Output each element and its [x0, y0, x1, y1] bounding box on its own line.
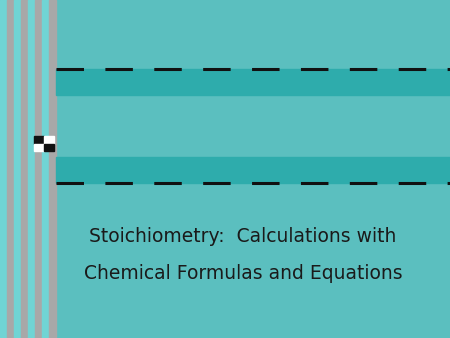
Bar	[34, 136, 44, 144]
Bar	[28, 0, 35, 338]
Text: Stoichiometry:  Calculations with: Stoichiometry: Calculations with	[89, 227, 397, 246]
Bar	[14, 0, 21, 338]
Bar	[56, 157, 450, 183]
Bar	[7, 0, 14, 338]
Bar	[42, 0, 49, 338]
Bar	[49, 0, 56, 338]
Bar	[44, 136, 54, 144]
Bar	[44, 144, 54, 151]
Bar	[56, 69, 450, 95]
Text: Chemical Formulas and Equations: Chemical Formulas and Equations	[84, 264, 402, 283]
Bar	[34, 144, 44, 151]
Bar	[0, 0, 7, 338]
Bar	[21, 0, 28, 338]
Bar	[35, 0, 42, 338]
